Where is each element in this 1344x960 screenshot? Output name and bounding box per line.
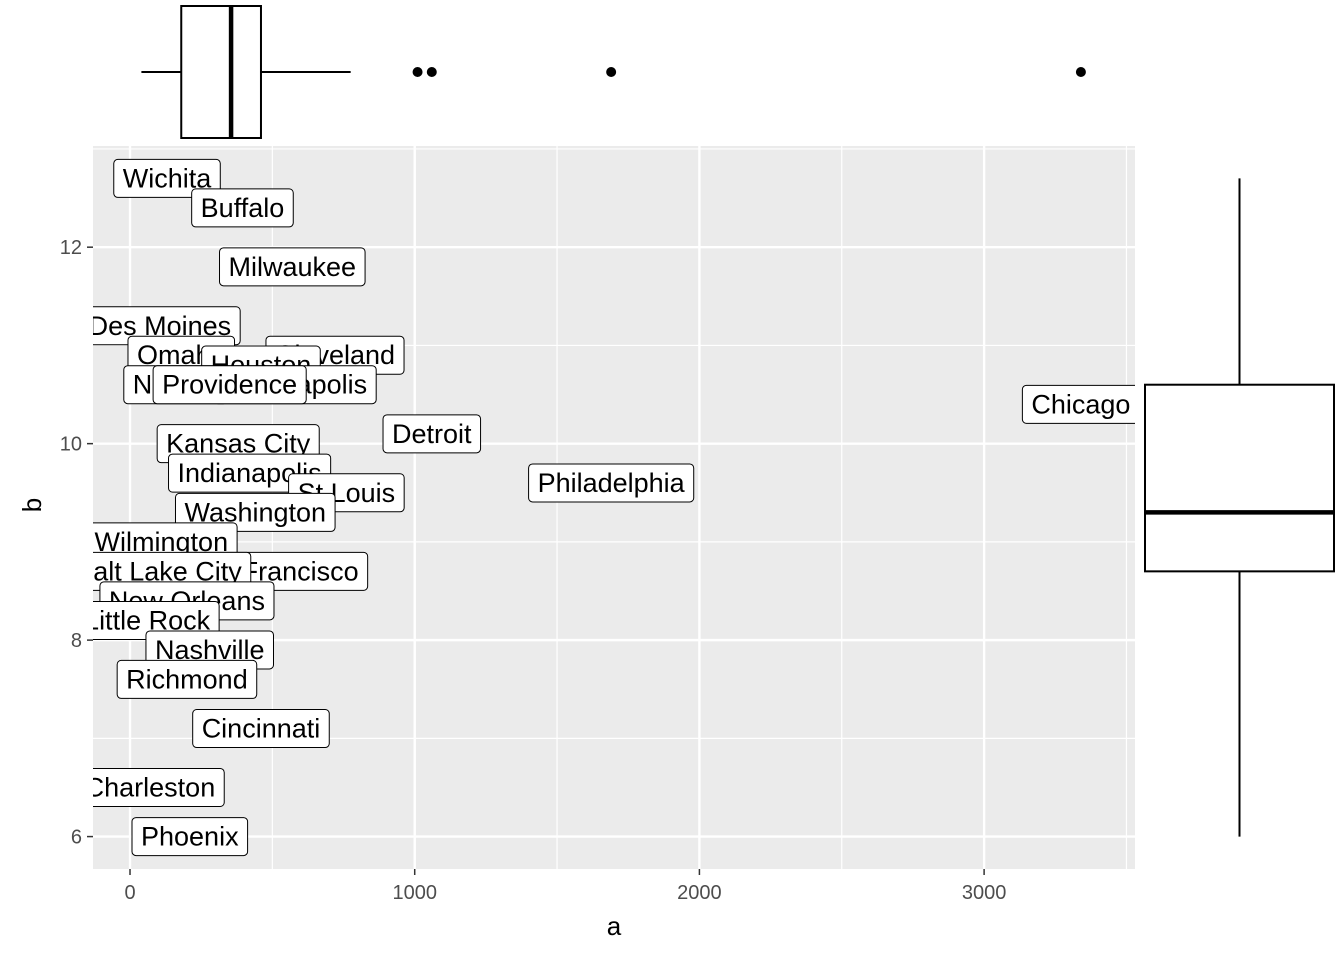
axes: 0 1000 2000 3000 6 8 10 12 xyxy=(60,237,1007,904)
point-label-box xyxy=(382,414,482,454)
x-box-iqr xyxy=(180,5,262,139)
y-tick-label: 10 xyxy=(60,434,82,456)
point-label: Chicago xyxy=(1021,384,1135,424)
x-box-outlier xyxy=(412,67,423,77)
x-box-outlier xyxy=(426,67,437,77)
point-label: Cincinnati xyxy=(192,709,330,749)
y-box-iqr xyxy=(1144,383,1335,573)
y-marginal-boxplot xyxy=(1144,178,1335,837)
y-axis-title: b xyxy=(17,498,47,512)
point-label-text: Richmond xyxy=(126,664,248,694)
point-label-box xyxy=(131,817,249,857)
point-label-text: Detroit xyxy=(392,419,472,449)
point-label: Washington xyxy=(174,492,336,532)
point-label-box xyxy=(116,659,258,699)
point-label-text: Phoenix xyxy=(141,822,239,852)
point-label: Richmond xyxy=(116,659,258,699)
point-label: Buffalo xyxy=(191,188,294,228)
x-tick-label: 1000 xyxy=(392,882,437,904)
x-tick-label: 0 xyxy=(124,882,135,904)
point-label: Philadelphia xyxy=(528,463,695,503)
point-label-box xyxy=(528,463,695,503)
x-box-outlier xyxy=(606,67,617,77)
point-label-text: Buffalo xyxy=(201,193,285,223)
point-label-box xyxy=(1021,384,1135,424)
grid-lines xyxy=(93,146,1135,869)
point-label: Charleston xyxy=(85,767,225,807)
point-label-text: Philadelphia xyxy=(538,468,686,498)
point-label-box xyxy=(192,709,330,749)
point-label-box xyxy=(191,188,294,228)
point-label: Little Rock xyxy=(93,600,220,640)
point-label-box xyxy=(219,247,366,287)
x-tick-label: 3000 xyxy=(962,882,1007,904)
point-label-text: Milwaukee xyxy=(229,252,357,282)
point-label-text: Providence xyxy=(162,370,297,400)
point-label-text: Chicago xyxy=(1031,389,1130,419)
y-tick-label: 8 xyxy=(71,630,82,652)
point-label-box xyxy=(152,365,307,405)
point-label: Phoenix xyxy=(131,817,249,857)
point-label-box xyxy=(113,158,221,198)
point-label-box xyxy=(174,492,336,532)
y-tick-label: 12 xyxy=(60,237,82,259)
y-tick-label: 6 xyxy=(71,827,82,849)
point-label-text: Cincinnati xyxy=(202,714,321,744)
point-label: Detroit xyxy=(382,414,482,454)
point-label-box xyxy=(93,767,225,807)
x-box-outlier xyxy=(1075,67,1086,77)
point-label-text: Charleston xyxy=(85,772,216,802)
x-marginal-boxplot xyxy=(141,5,1086,139)
point-label: Providence xyxy=(152,365,307,405)
x-tick-label: 2000 xyxy=(677,882,722,904)
point-label: Des Moines xyxy=(93,306,241,346)
x-axis-title: a xyxy=(607,911,622,941)
point-label: Milwaukee xyxy=(219,247,366,287)
